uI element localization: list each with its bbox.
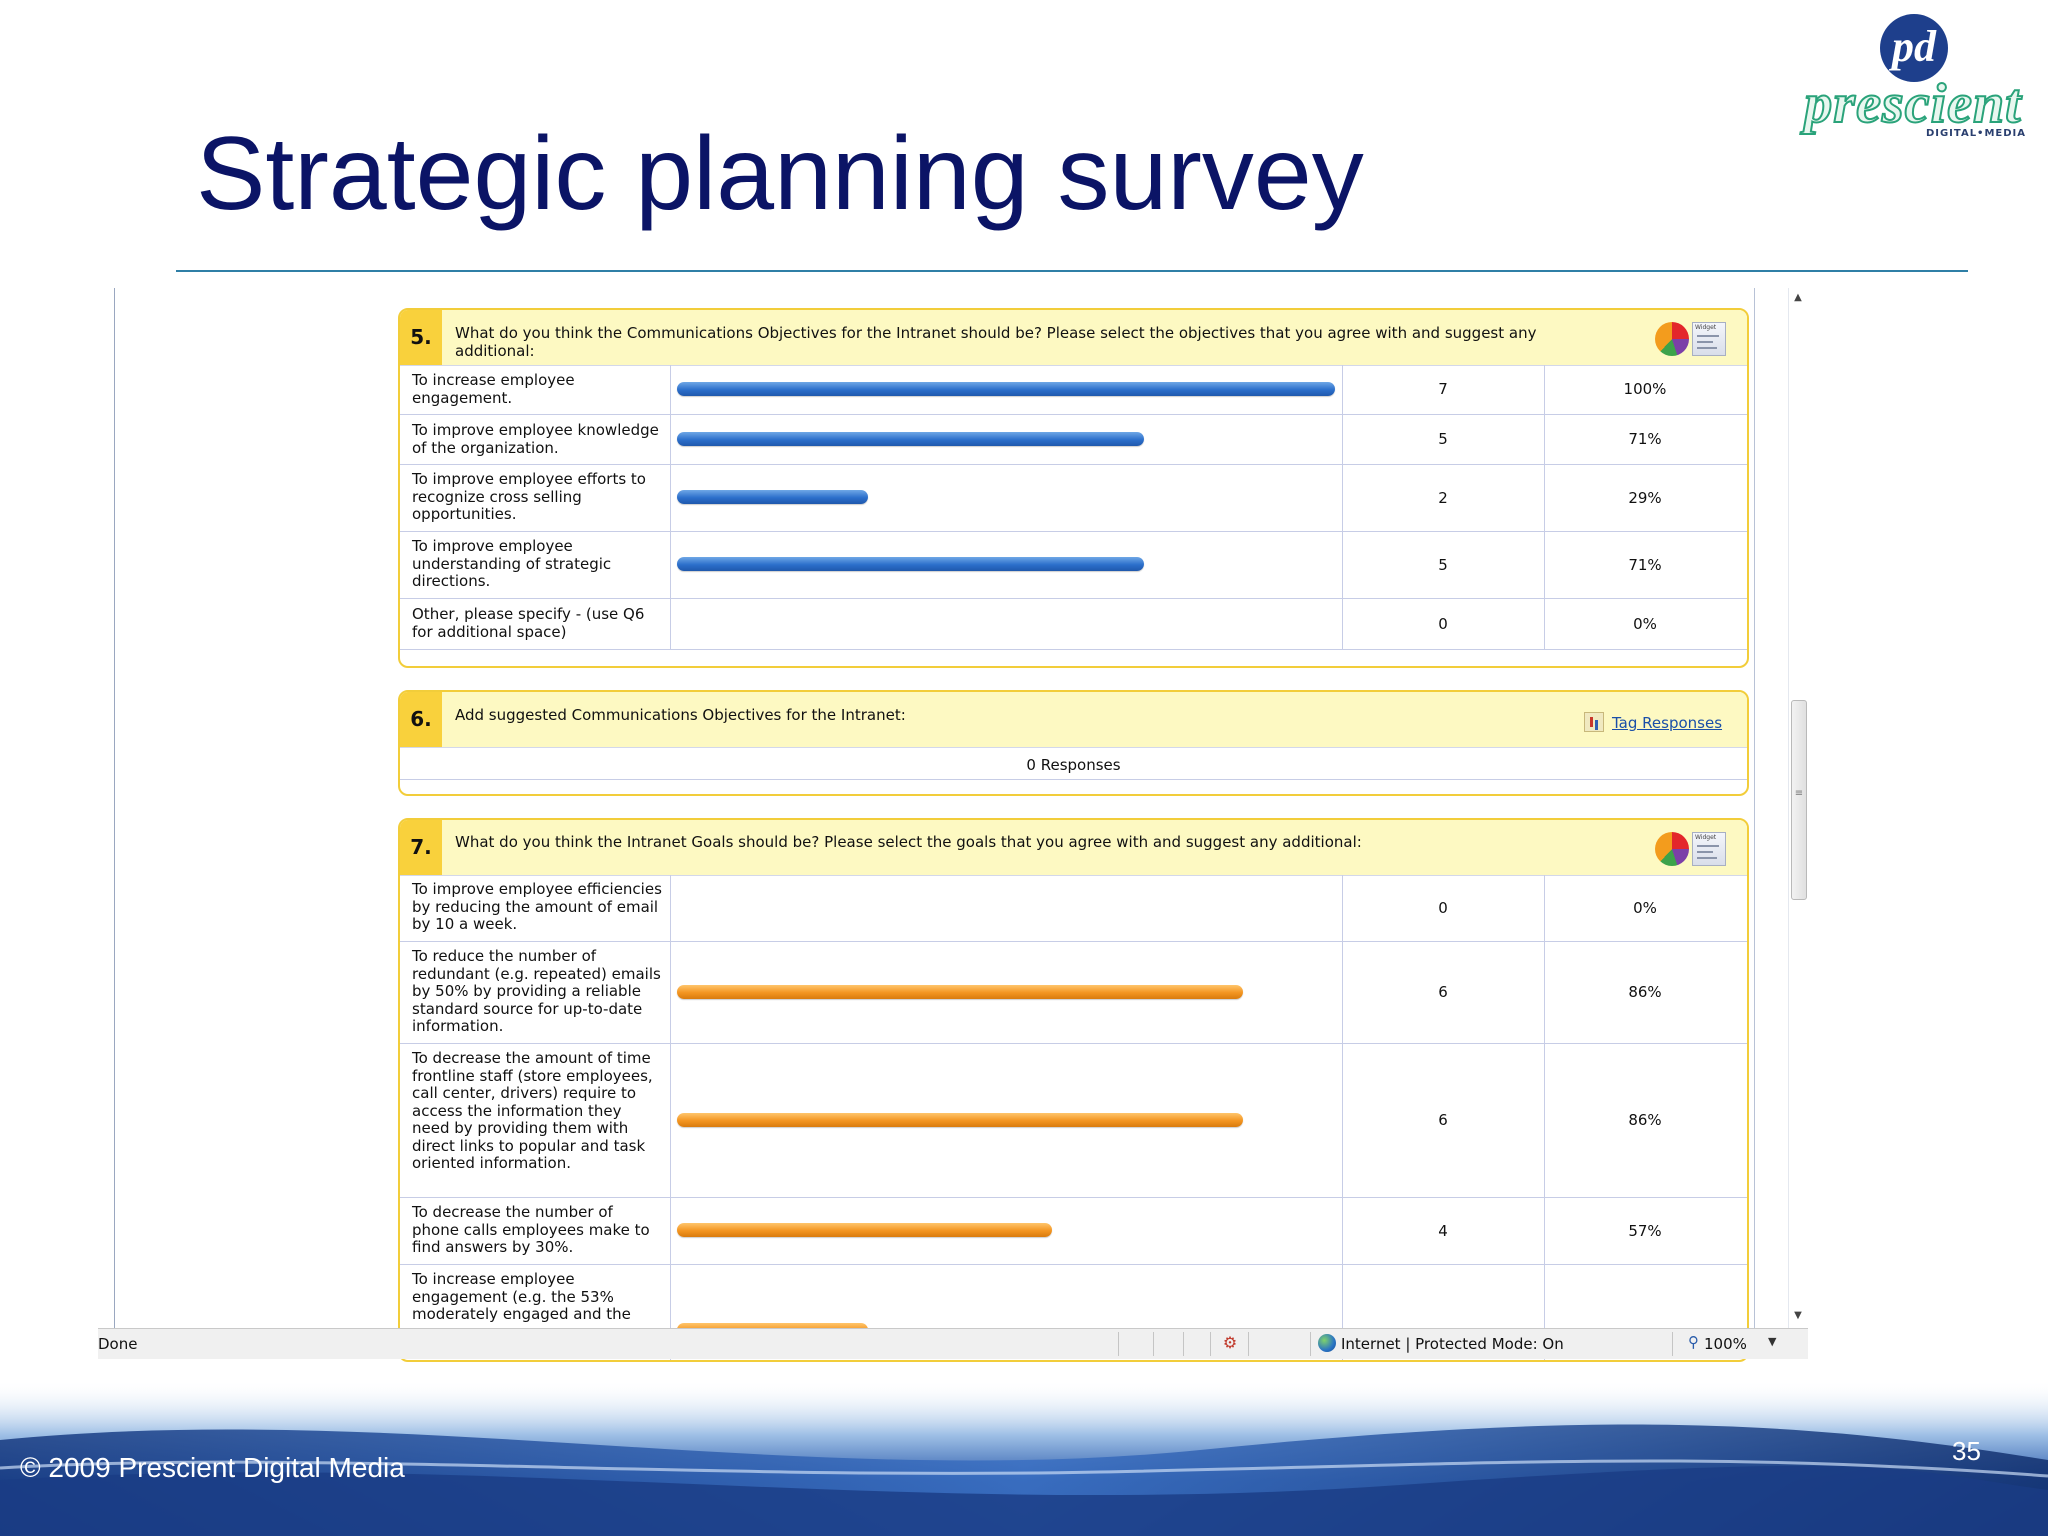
response-bar — [677, 432, 1144, 446]
response-percent: 29% — [1628, 489, 1662, 507]
row-label: To improve employee knowledge of the org… — [412, 421, 659, 457]
copyright-text: © 2009 Prescient Digital Media — [20, 1452, 405, 1483]
table-row: To improve employee understanding of str… — [400, 532, 1747, 599]
slide-title: Strategic planning survey — [196, 116, 1364, 232]
row-label: To improve employee understanding of str… — [412, 537, 612, 590]
logo-wordmark: prescient — [1803, 73, 2022, 135]
globe-icon — [1318, 1334, 1336, 1352]
table-row: To decrease the number of phone calls em… — [400, 1198, 1747, 1265]
footer-wave — [0, 1380, 2048, 1536]
response-percent: 86% — [1628, 983, 1662, 1001]
question-5-text: What do you think the Communications Obj… — [455, 324, 1537, 360]
widget-icon-label: Widget — [1695, 834, 1717, 841]
question-7-panel: 7. What do you think the Intranet Goals … — [398, 818, 1749, 1362]
pie-chart-icon[interactable] — [1655, 322, 1689, 356]
row-label: To increase employee engagement. — [412, 371, 575, 407]
question-5-number: 5. — [400, 310, 442, 365]
response-bar — [677, 985, 1243, 999]
question-5-panel: 5. What do you think the Communications … — [398, 308, 1749, 668]
row-label: To reduce the number of redundant (e.g. … — [412, 947, 661, 1035]
vertical-scrollbar[interactable]: ▲ ≡ ▼ — [1788, 288, 1807, 1328]
logo-monogram: pd — [1892, 22, 1936, 71]
question-7-header: 7. What do you think the Intranet Goals … — [400, 820, 1747, 876]
question-5-header: 5. What do you think the Communications … — [400, 310, 1747, 366]
widget-icon[interactable]: Widget — [1692, 322, 1726, 356]
content-right-border — [1754, 288, 1755, 1328]
content-left-border — [114, 288, 115, 1328]
zoom-dropdown-icon[interactable]: ▼ — [1768, 1335, 1777, 1348]
zoom-level[interactable]: 100% — [1704, 1335, 1747, 1353]
row-label: Other, please specify - (use Q6 for addi… — [412, 605, 645, 641]
question-6-number: 6. — [400, 692, 442, 747]
table-row: To improve employee efficiencies by redu… — [400, 875, 1747, 942]
response-count-text: 0 Responses — [1026, 756, 1121, 774]
pie-chart-icon[interactable] — [1655, 832, 1689, 866]
row-label: To improve employee efforts to recognize… — [412, 470, 646, 523]
response-bar — [677, 1113, 1243, 1127]
scroll-up-arrow-icon[interactable]: ▲ — [1794, 292, 1802, 303]
row-label: To decrease the number of phone calls em… — [412, 1203, 650, 1256]
prescient-logo: pd prescient DIGITAL•MEDIA — [1788, 12, 2038, 139]
scroll-grip-icon: ≡ — [1794, 788, 1804, 799]
row-label: To increase employee engagement (e.g. th… — [412, 1270, 631, 1323]
response-count: 5 — [1438, 430, 1448, 448]
table-row: To increase employee engagement (e.g. th… — [400, 1265, 1747, 1360]
logo-monogram-badge — [1880, 14, 1948, 82]
response-count: 2 — [1438, 489, 1448, 507]
response-percent: 71% — [1628, 556, 1662, 574]
responses-divider — [400, 778, 1747, 780]
response-bar — [677, 382, 1335, 396]
response-count: 6 — [1438, 1111, 1448, 1129]
response-percent: 100% — [1623, 380, 1667, 398]
table-row: To improve employee knowledge of the org… — [400, 415, 1747, 465]
response-count: 0 — [1438, 615, 1448, 633]
title-underline — [176, 270, 1968, 272]
table-row: To decrease the amount of time frontline… — [400, 1044, 1747, 1198]
widget-icon[interactable]: Widget — [1692, 832, 1726, 866]
question-7-number: 7. — [400, 820, 442, 875]
response-percent: 0% — [1633, 899, 1657, 917]
security-zone[interactable]: Internet | Protected Mode: On — [1341, 1335, 1564, 1353]
wave-graphic — [0, 1380, 2048, 1536]
scroll-down-arrow-icon[interactable]: ▼ — [1794, 1310, 1802, 1321]
widget-icon-label: Widget — [1695, 324, 1717, 331]
browser-window: 5. What do you think the Communications … — [98, 288, 1808, 1362]
question-7-text: What do you think the Intranet Goals sho… — [455, 833, 1362, 851]
row-label: To improve employee efficiencies by redu… — [412, 880, 662, 933]
response-percent: 57% — [1628, 1222, 1662, 1240]
addon-manager-icon[interactable]: ⚙ — [1222, 1333, 1238, 1352]
page-number: 35 — [1952, 1436, 1981, 1466]
tag-responses-link[interactable]: Tag Responses — [1612, 714, 1723, 732]
response-count: 0 — [1438, 899, 1448, 917]
browser-status-bar: Done ⚙ Internet | Protected Mode: On ⚲ 1… — [98, 1328, 1808, 1359]
scroll-thumb[interactable]: ≡ — [1791, 700, 1807, 900]
row-label: To decrease the amount of time frontline… — [412, 1049, 653, 1172]
question-6-panel: 6. Add suggested Communications Objectiv… — [398, 690, 1749, 796]
response-bar — [677, 1223, 1052, 1237]
response-bar — [677, 557, 1144, 571]
table-row: To reduce the number of redundant (e.g. … — [400, 942, 1747, 1044]
magnifier-icon: ⚲ — [1688, 1333, 1699, 1351]
response-bar — [677, 490, 868, 504]
question-6-header: 6. Add suggested Communications Objectiv… — [400, 692, 1747, 748]
table-row: To improve employee efforts to recognize… — [400, 465, 1747, 532]
response-percent: 86% — [1628, 1111, 1662, 1129]
response-count: 7 — [1438, 380, 1448, 398]
response-count: 6 — [1438, 983, 1448, 1001]
response-count: 4 — [1438, 1222, 1448, 1240]
table-row: To increase employee engagement. 7 100% — [400, 365, 1747, 415]
status-text: Done — [98, 1335, 138, 1353]
question-6-text: Add suggested Communications Objectives … — [455, 706, 906, 724]
response-percent: 71% — [1628, 430, 1662, 448]
tag-chart-icon — [1584, 712, 1604, 732]
table-row: Other, please specify - (use Q6 for addi… — [400, 599, 1747, 650]
response-percent: 0% — [1633, 615, 1657, 633]
logo-tagline: DIGITAL•MEDIA — [1925, 128, 2026, 139]
response-count: 5 — [1438, 556, 1448, 574]
